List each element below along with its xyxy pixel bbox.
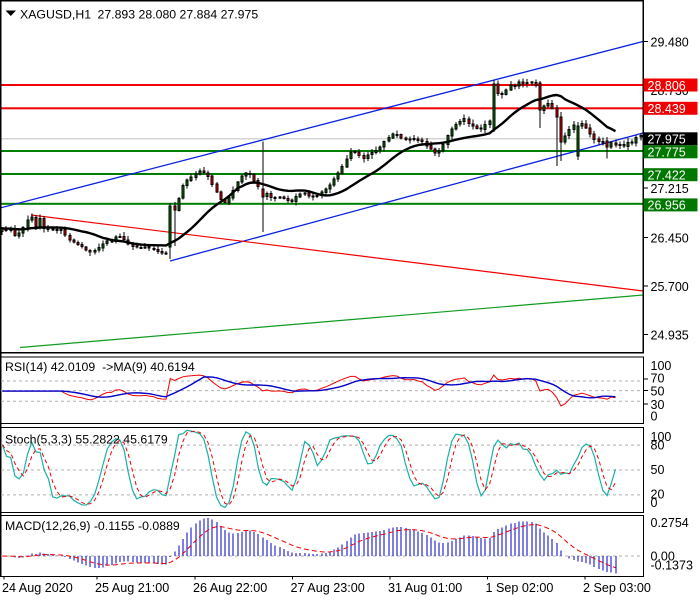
svg-text:50: 50 [651,463,665,477]
svg-text:80: 80 [651,438,665,452]
svg-text:25.700: 25.700 [651,280,689,294]
svg-text:XAGUSD,H1: XAGUSD,H1 [20,8,91,22]
svg-text:0.2754: 0.2754 [651,516,689,530]
svg-text:RSI(14) 42.0109 ->MA(9) 40.61: RSI(14) 42.0109 ->MA(9) 40.6194 [5,360,195,374]
svg-text:24.935: 24.935 [651,329,689,343]
svg-text:27 Aug 23:00: 27 Aug 23:00 [291,581,365,595]
svg-text:26 Aug 22:00: 26 Aug 22:00 [193,581,267,595]
svg-text:26.956: 26.956 [648,199,686,213]
svg-text:2 Sep 03:00: 2 Sep 03:00 [583,581,651,595]
svg-text:27.975: 27.975 [648,133,686,147]
svg-text:MACD(12,26,9) -0.1155 -0.0889: MACD(12,26,9) -0.1155 -0.0889 [5,519,180,533]
svg-text:26.450: 26.450 [651,231,689,245]
svg-text:50: 50 [651,385,665,399]
svg-text:27.775: 27.775 [648,146,686,160]
svg-text:27.215: 27.215 [651,182,689,196]
svg-text:27.893 28.080 27.884 27.975: 27.893 28.080 27.884 27.975 [98,8,259,22]
svg-text:24 Aug 2020: 24 Aug 2020 [2,581,73,595]
svg-text:-0.1373: -0.1373 [651,559,693,573]
svg-text:27.422: 27.422 [648,169,686,183]
svg-text:0: 0 [651,496,658,510]
svg-text:Stoch(5,3,3) 55.2822 45.6179: Stoch(5,3,3) 55.2822 45.6179 [5,433,168,447]
svg-text:28.806: 28.806 [648,79,686,93]
svg-text:25 Aug 21:00: 25 Aug 21:00 [95,581,169,595]
svg-text:28.439: 28.439 [648,102,686,116]
svg-text:31 Aug 01:00: 31 Aug 01:00 [388,581,462,595]
svg-text:20: 20 [651,488,665,502]
svg-text:0.00: 0.00 [651,550,675,564]
svg-text:1 Sep 02:00: 1 Sep 02:00 [486,581,554,595]
svg-text:0: 0 [651,410,658,424]
svg-text:100: 100 [651,359,672,373]
svg-text:29.480: 29.480 [651,35,689,49]
svg-text:70: 70 [651,372,665,386]
svg-text:100: 100 [651,430,672,444]
svg-text:30: 30 [651,398,665,412]
